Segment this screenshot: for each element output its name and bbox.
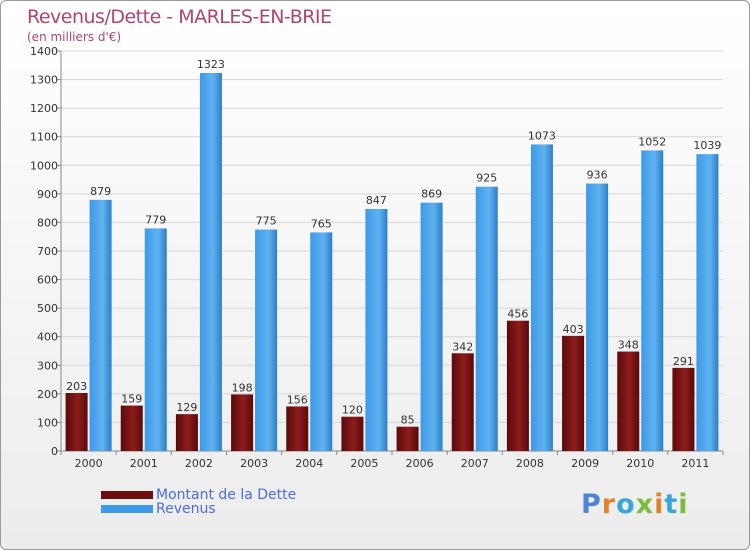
- chart-title: Revenus/Dette - MARLES-EN-BRIE: [27, 6, 332, 28]
- data-label-revenus: 1323: [197, 58, 225, 71]
- bar-dette: [506, 320, 529, 451]
- y-tick-label: 1300: [30, 74, 58, 87]
- x-tick-label: 2009: [571, 457, 599, 470]
- x-tick-label: 2006: [406, 457, 434, 470]
- bar-dette: [672, 367, 695, 451]
- logo-letter: i: [654, 489, 665, 520]
- bar-dette: [120, 405, 143, 451]
- bar-dette: [562, 335, 585, 451]
- data-label-revenus: 936: [587, 169, 608, 182]
- data-label-dette: 348: [618, 339, 639, 352]
- data-label-dette: 129: [176, 401, 197, 414]
- x-tick-label: 2002: [185, 457, 213, 470]
- data-label-revenus: 779: [145, 213, 166, 226]
- legend-swatch-dette: [101, 491, 153, 499]
- bar-dette: [396, 426, 419, 451]
- logo-letter: t: [664, 489, 679, 520]
- y-tick-label: 600: [37, 274, 58, 287]
- data-label-revenus: 1039: [693, 139, 721, 152]
- y-tick-label: 100: [37, 416, 58, 429]
- grid-lines: [57, 50, 724, 455]
- x-tick-label: 2004: [295, 457, 323, 470]
- proxiti-logo: Proxiti: [581, 489, 689, 520]
- bar-dette: [65, 393, 88, 451]
- y-tick-label: 0: [51, 445, 58, 458]
- data-label-revenus: 925: [476, 172, 497, 185]
- data-label-dette: 198: [232, 381, 253, 394]
- bar-revenus: [365, 209, 388, 451]
- bar-dette: [286, 406, 309, 451]
- legend-label-dette: Montant de la Dette: [156, 487, 297, 503]
- legend-swatch-revenus: [101, 505, 153, 513]
- x-tick-label: 2003: [240, 457, 268, 470]
- data-label-revenus: 869: [421, 188, 442, 201]
- data-label-revenus: 1052: [638, 135, 666, 148]
- y-tick-label: 300: [37, 359, 58, 372]
- bar-revenus: [255, 229, 278, 451]
- bars: [65, 73, 719, 452]
- y-tick-label: 1100: [30, 131, 58, 144]
- x-tick-label: 2010: [626, 457, 654, 470]
- data-label-revenus: 879: [90, 185, 111, 198]
- logo-letter: P: [581, 489, 602, 520]
- data-label-dette: 120: [342, 404, 363, 417]
- x-tick-label: 2008: [516, 457, 544, 470]
- labels: 0 100 200 300 400 500 600 700 800 900 1000 1100 1200…: [30, 45, 721, 470]
- logo-letter: i: [678, 489, 689, 520]
- bar-revenus: [144, 228, 167, 451]
- bar-revenus: [420, 202, 443, 451]
- bar-revenus: [310, 232, 333, 451]
- data-label-dette: 156: [287, 393, 308, 406]
- logo-letter: o: [616, 489, 636, 520]
- bar-revenus: [199, 73, 222, 451]
- y-tick-label: 1400: [30, 45, 58, 58]
- y-tick-label: 400: [37, 331, 58, 344]
- data-label-revenus: 765: [311, 217, 332, 230]
- y-tick-label: 900: [37, 188, 58, 201]
- logo-letter: r: [601, 489, 617, 520]
- bar-revenus: [641, 150, 664, 451]
- data-label-dette: 291: [673, 355, 694, 368]
- bar-revenus: [586, 183, 609, 452]
- data-label-dette: 85: [401, 414, 415, 427]
- legend-item-revenus: Revenus: [101, 501, 216, 517]
- data-label-dette: 342: [452, 340, 473, 353]
- chart-subtitle: (en milliers d'€): [27, 30, 122, 44]
- legend-label-revenus: Revenus: [156, 501, 216, 517]
- y-tick-label: 1000: [30, 159, 58, 172]
- bar-revenus: [696, 154, 719, 451]
- bar-dette: [617, 351, 640, 451]
- legend-item-dette: Montant de la Dette: [101, 487, 297, 503]
- x-tick-label: 2000: [75, 457, 103, 470]
- y-tick-label: 1200: [30, 102, 58, 115]
- y-tick-label: 700: [37, 245, 58, 258]
- y-tick-label: 500: [37, 302, 58, 315]
- bar-revenus: [89, 199, 112, 451]
- data-label-dette: 159: [121, 393, 142, 406]
- data-label-revenus: 847: [366, 194, 387, 207]
- y-tick-label: 200: [37, 388, 58, 401]
- x-tick-label: 2005: [350, 457, 378, 470]
- data-label-revenus: 1073: [528, 129, 556, 142]
- bar-revenus: [475, 186, 498, 451]
- bar-dette: [451, 353, 474, 451]
- bar-revenus: [530, 144, 553, 451]
- data-label-revenus: 775: [256, 215, 277, 228]
- bar-dette: [231, 394, 254, 451]
- logo-letter: x: [635, 489, 655, 520]
- x-tick-label: 2001: [130, 457, 158, 470]
- bar-dette: [175, 414, 198, 451]
- bar-dette: [341, 416, 364, 451]
- data-label-dette: 456: [507, 308, 528, 321]
- x-tick-label: 2011: [681, 457, 709, 470]
- y-tick-label: 800: [37, 216, 58, 229]
- x-tick-label: 2007: [461, 457, 489, 470]
- data-label-dette: 403: [563, 323, 584, 336]
- data-label-dette: 203: [66, 380, 87, 393]
